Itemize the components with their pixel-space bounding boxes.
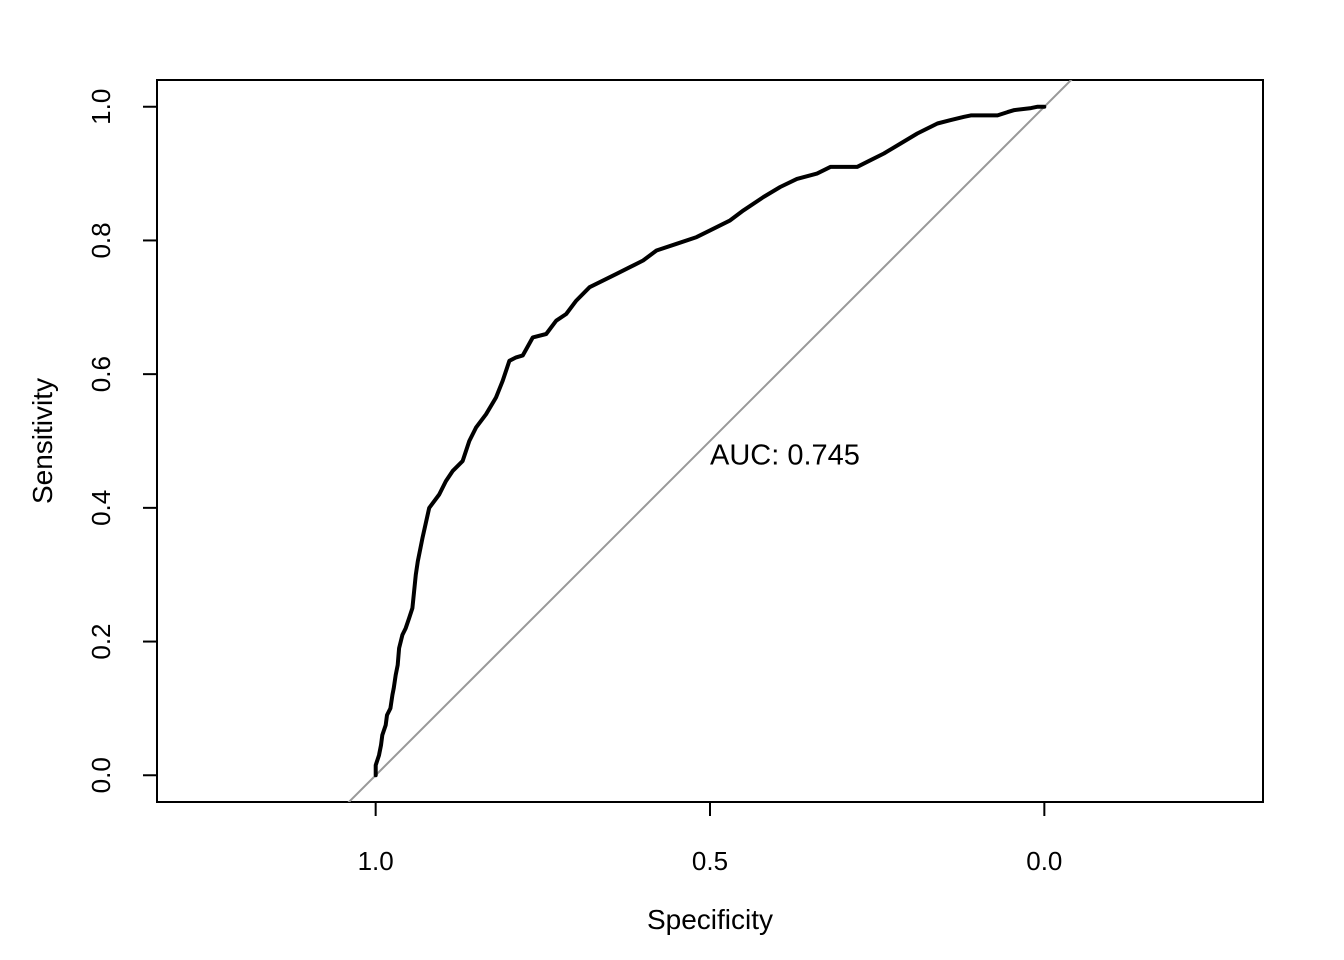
y-tick-label: 1.0 — [86, 89, 116, 125]
series-layer — [373, 104, 1047, 778]
y-tick-label: 0.4 — [86, 490, 116, 526]
y-axis-title: Sensitivity — [27, 378, 58, 504]
y-tick-label: 0.2 — [86, 623, 116, 659]
y-tick-label: 0.8 — [86, 222, 116, 258]
x-tick-label: 1.0 — [358, 846, 394, 876]
y-axis: 0.0 0.2 0.4 0.6 0.8 1.0 — [86, 89, 158, 793]
annotation-auc: AUC: 0.745 — [710, 439, 860, 471]
roc-curve — [373, 104, 1047, 778]
y-tick-label: 0.6 — [86, 356, 116, 392]
diagonal-reference-line — [347, 80, 1073, 802]
x-tick-label: 0.5 — [692, 846, 728, 876]
x-axis-title: Specificity — [647, 904, 773, 935]
x-axis: 1.0 0.5 0.0 — [358, 801, 1062, 876]
x-tick-label: 0.0 — [1026, 846, 1062, 876]
y-tick-label: 0.0 — [86, 757, 116, 793]
